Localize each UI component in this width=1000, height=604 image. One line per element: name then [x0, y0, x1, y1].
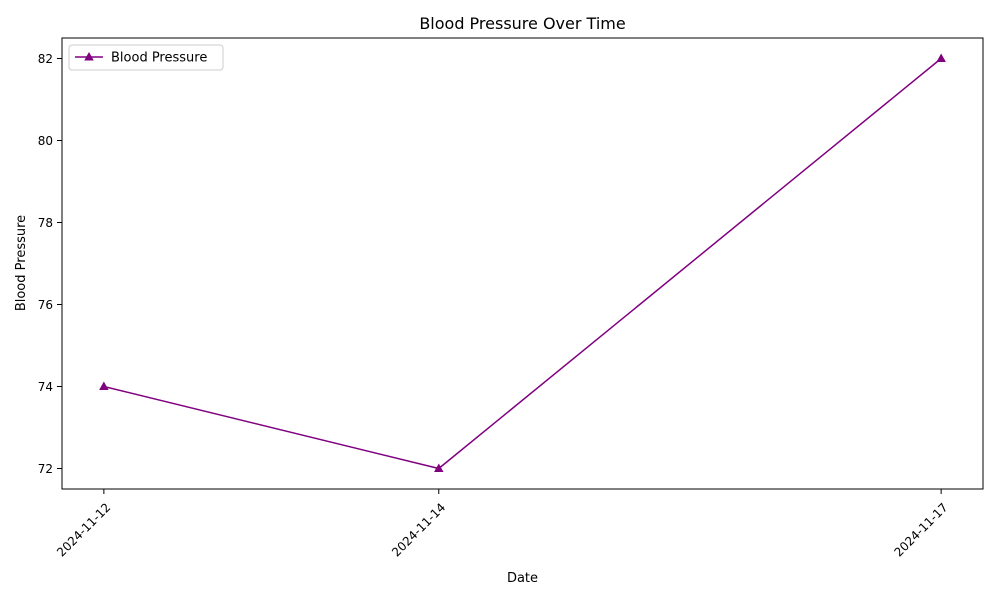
y-tick-label: 76: [38, 298, 53, 312]
x-axis-label: Date: [507, 571, 538, 586]
y-tick-label: 74: [38, 380, 53, 394]
data-point-marker: [434, 463, 444, 472]
legend-marker-triangle: [84, 52, 94, 61]
y-axis-ticks: 72 74 76 78 80 82: [38, 52, 62, 476]
y-tick-label: 72: [38, 462, 53, 476]
data-point-marker: [936, 53, 946, 62]
data-point-marker: [99, 381, 109, 390]
y-axis-label: Blood Pressure: [14, 215, 29, 311]
legend-box: [68, 44, 224, 71]
legend: Blood Pressure: [68, 44, 224, 71]
y-tick-label: 82: [38, 52, 53, 66]
plot-area-frame: [61, 37, 984, 490]
legend-label-blood-pressure: Blood Pressure: [111, 51, 207, 66]
series-layer: [99, 53, 946, 472]
y-tick-label: 78: [38, 216, 53, 230]
y-tick-label: 80: [38, 134, 53, 148]
chart-title: Blood Pressure Over Time: [419, 14, 625, 33]
